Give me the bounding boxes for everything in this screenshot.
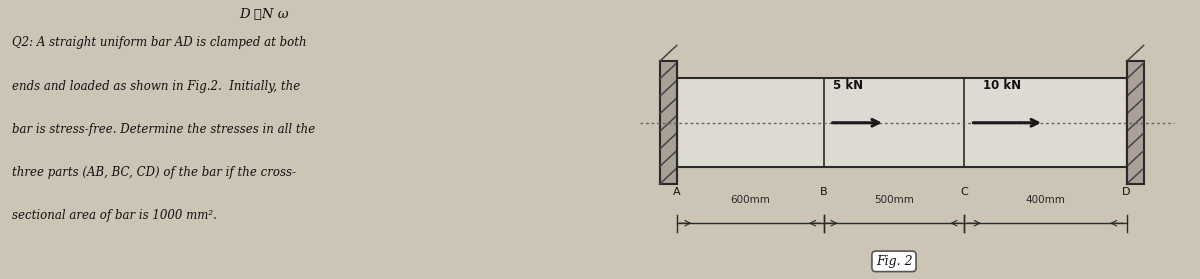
Text: A: A xyxy=(673,187,680,197)
Text: sectional area of bar is 1000 mm².: sectional area of bar is 1000 mm². xyxy=(12,209,217,222)
Text: 5 kN: 5 kN xyxy=(833,78,863,92)
Text: three parts (AB, BC, CD) of the bar if the cross-: three parts (AB, BC, CD) of the bar if t… xyxy=(12,166,296,179)
Bar xyxy=(660,61,677,184)
Text: 500mm: 500mm xyxy=(874,195,914,205)
Text: D ℓN ω: D ℓN ω xyxy=(239,8,289,21)
Text: 400mm: 400mm xyxy=(1026,195,1066,205)
Text: C: C xyxy=(960,187,968,197)
Text: Q2: A straight uniform bar AD is clamped at both: Q2: A straight uniform bar AD is clamped… xyxy=(12,36,307,49)
Text: ends and loaded as shown in Fig.2.  Initially, the: ends and loaded as shown in Fig.2. Initi… xyxy=(12,80,300,93)
Bar xyxy=(677,78,1127,167)
Text: bar is stress-free. Determine the stresses in all the: bar is stress-free. Determine the stress… xyxy=(12,123,316,136)
Text: Fig. 2: Fig. 2 xyxy=(876,255,912,268)
Text: D: D xyxy=(1122,187,1130,197)
Text: 600mm: 600mm xyxy=(731,195,770,205)
Bar xyxy=(1127,61,1144,184)
Text: B: B xyxy=(820,187,828,197)
Text: 10 kN: 10 kN xyxy=(983,78,1021,92)
